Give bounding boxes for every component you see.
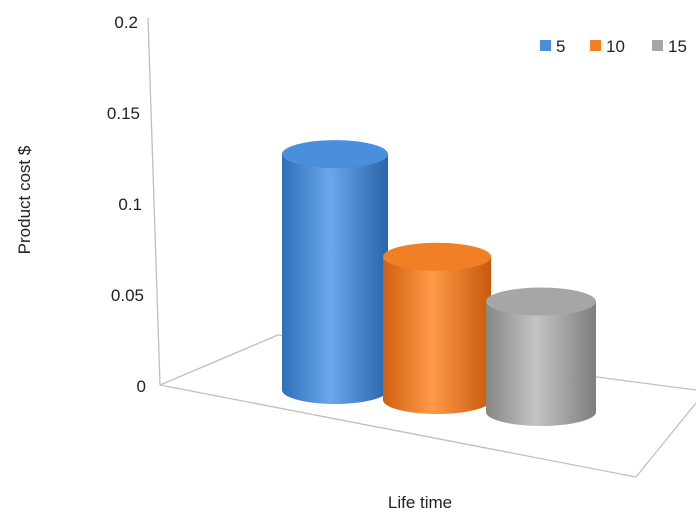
y-axis-ticks: 0 0.05 0.1 0.15 0.2	[107, 13, 146, 396]
legend-label: 10	[606, 37, 625, 56]
legend-swatch	[540, 40, 551, 51]
y-axis-line	[147, 17, 161, 386]
bar-5	[282, 140, 388, 404]
bar-body	[486, 301, 596, 426]
bar-15	[486, 287, 596, 426]
legend-swatch	[590, 40, 601, 51]
legend-label: 5	[556, 37, 565, 56]
y-axis-title: Product cost $	[15, 145, 34, 254]
legend: 5 10 15	[540, 37, 687, 56]
bar-10	[383, 242, 491, 414]
y-tick-label: 0.2	[114, 13, 138, 32]
bars	[282, 140, 596, 426]
bar-top	[383, 242, 491, 271]
x-axis-title: Life time	[388, 493, 452, 512]
floor-right-edge	[635, 402, 696, 478]
y-tick-label: 0.1	[118, 195, 142, 214]
legend-label: 15	[668, 37, 687, 56]
legend-swatch	[652, 40, 663, 51]
bar-top	[282, 140, 388, 169]
floor-front-edge	[159, 384, 637, 478]
y-tick-label: 0	[137, 377, 146, 396]
bar-body	[282, 154, 388, 404]
y-tick-label: 0.05	[111, 286, 144, 305]
bar-top	[486, 287, 596, 316]
bar-body	[383, 256, 491, 414]
y-tick-label: 0.15	[107, 104, 140, 123]
floor-back-edge	[159, 334, 279, 386]
